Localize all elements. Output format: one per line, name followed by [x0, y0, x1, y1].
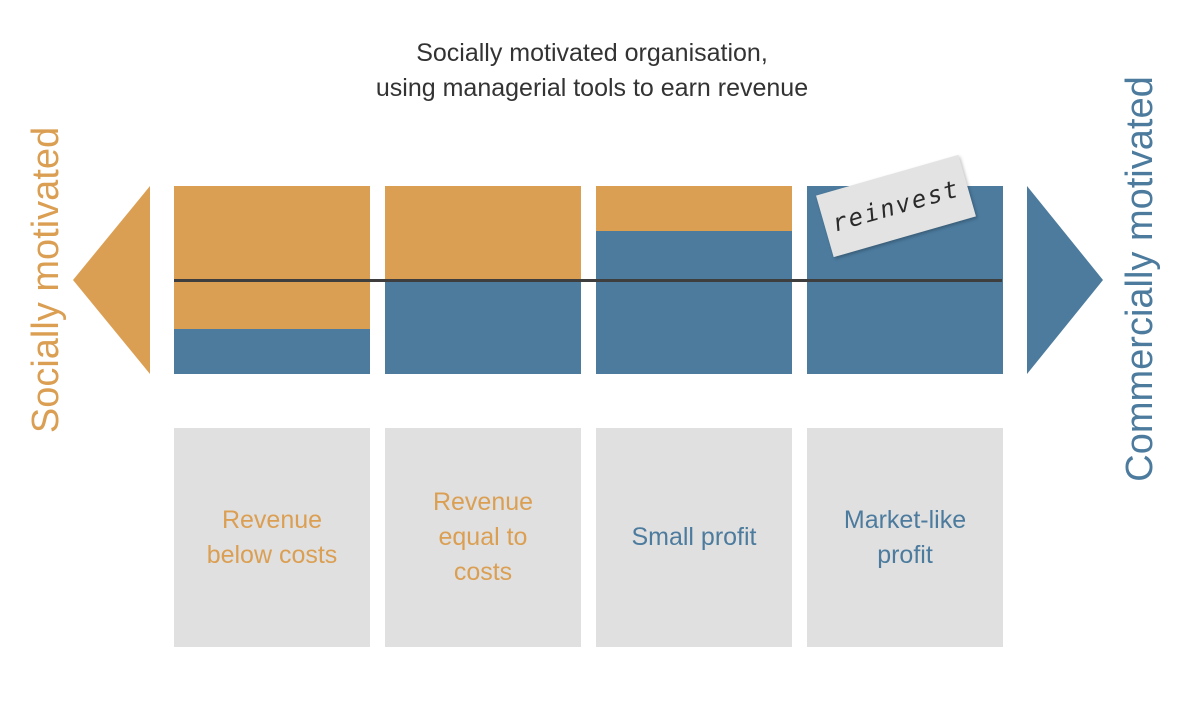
- box-label-line: Revenue: [432, 488, 534, 516]
- box-label-line: Revenue: [221, 505, 323, 534]
- box-small-profit: Small profit: [596, 428, 792, 647]
- bar-fill-revenue: [596, 231, 792, 374]
- bar-fill-revenue: [385, 280, 581, 374]
- box-label: Small profit: [631, 520, 756, 555]
- box-label-line: Market-like: [843, 505, 967, 534]
- box-label: Revenue below costs: [207, 503, 338, 573]
- title-line-2: using managerial tools to earn revenue: [375, 74, 809, 102]
- box-label-line: Small profit: [631, 523, 757, 551]
- box-label: Revenue equal to costs: [433, 485, 533, 590]
- box-label-line: profit: [877, 540, 933, 569]
- socially-motivated-label: Socially motivated: [25, 126, 67, 434]
- bar-fill-revenue: [174, 329, 370, 374]
- cost-baseline: [174, 279, 1002, 282]
- commercially-motivated-label: Commercially motivated: [1119, 76, 1161, 482]
- left-arrow-icon: [73, 186, 150, 374]
- box-market-like-profit: Market-like profit: [807, 428, 1003, 647]
- title-line-1: Socially motivated organisation,: [416, 39, 768, 67]
- box-label-line: below costs: [206, 540, 338, 569]
- right-arrow-icon: [1027, 186, 1103, 374]
- box-label-line: equal to: [438, 523, 528, 551]
- box-revenue-below-costs: Revenue below costs: [174, 428, 370, 647]
- box-revenue-equal-costs: Revenue equal to costs: [385, 428, 581, 647]
- diagram-title: Socially motivated organisation, using m…: [292, 36, 892, 106]
- box-label: Market-like profit: [844, 503, 966, 573]
- box-label-line: costs: [453, 558, 513, 586]
